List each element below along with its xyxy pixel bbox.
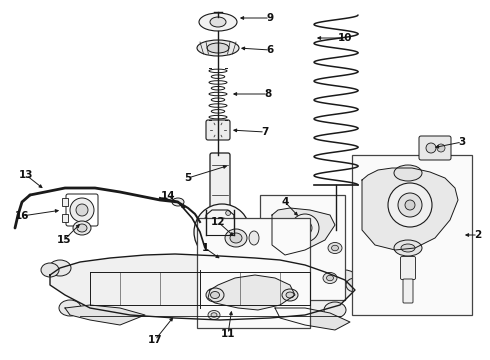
- Text: 3: 3: [458, 137, 466, 147]
- FancyBboxPatch shape: [400, 256, 416, 279]
- Ellipse shape: [77, 224, 87, 232]
- Text: 17: 17: [147, 335, 162, 345]
- Ellipse shape: [276, 275, 284, 281]
- Circle shape: [426, 143, 436, 153]
- Text: 8: 8: [265, 89, 271, 99]
- Bar: [62, 214, 68, 222]
- Circle shape: [203, 241, 208, 246]
- Ellipse shape: [272, 245, 279, 251]
- Circle shape: [405, 200, 415, 210]
- Circle shape: [226, 248, 231, 253]
- Ellipse shape: [249, 231, 259, 245]
- Ellipse shape: [211, 292, 220, 298]
- Polygon shape: [65, 305, 145, 325]
- Circle shape: [208, 218, 236, 246]
- Text: 12: 12: [211, 217, 225, 227]
- Ellipse shape: [59, 300, 81, 316]
- Ellipse shape: [286, 292, 294, 298]
- Bar: [260, 195, 345, 300]
- Circle shape: [226, 211, 231, 216]
- Text: 14: 14: [161, 191, 175, 201]
- Ellipse shape: [49, 260, 71, 276]
- Circle shape: [398, 193, 422, 217]
- Ellipse shape: [269, 243, 283, 253]
- Ellipse shape: [197, 40, 239, 56]
- Circle shape: [291, 214, 319, 242]
- Text: 9: 9: [267, 13, 273, 23]
- Ellipse shape: [172, 198, 184, 206]
- Ellipse shape: [326, 275, 334, 281]
- Text: 7: 7: [261, 127, 269, 137]
- Ellipse shape: [73, 221, 91, 235]
- Ellipse shape: [273, 273, 287, 284]
- Ellipse shape: [225, 229, 247, 247]
- Text: 4: 4: [281, 197, 289, 207]
- Polygon shape: [272, 208, 335, 255]
- FancyBboxPatch shape: [419, 136, 451, 160]
- Text: 13: 13: [19, 170, 33, 180]
- Circle shape: [203, 218, 208, 223]
- Ellipse shape: [230, 233, 242, 243]
- Circle shape: [240, 230, 245, 234]
- Text: 11: 11: [221, 329, 235, 339]
- Ellipse shape: [324, 302, 346, 318]
- Polygon shape: [275, 308, 350, 330]
- Circle shape: [194, 204, 250, 260]
- Ellipse shape: [332, 245, 339, 251]
- Ellipse shape: [346, 278, 364, 292]
- Polygon shape: [362, 168, 458, 250]
- Ellipse shape: [282, 289, 298, 301]
- Ellipse shape: [334, 270, 356, 286]
- Bar: [62, 198, 68, 206]
- Circle shape: [298, 221, 312, 235]
- Text: 10: 10: [338, 33, 352, 43]
- Circle shape: [388, 183, 432, 227]
- Ellipse shape: [328, 243, 342, 253]
- Ellipse shape: [394, 240, 422, 256]
- Circle shape: [76, 204, 88, 216]
- Ellipse shape: [41, 263, 59, 277]
- Polygon shape: [206, 210, 234, 218]
- Ellipse shape: [323, 273, 337, 284]
- Polygon shape: [50, 254, 355, 320]
- FancyBboxPatch shape: [206, 120, 230, 140]
- Text: 2: 2: [474, 230, 482, 240]
- Ellipse shape: [394, 165, 422, 181]
- Text: 15: 15: [57, 235, 71, 245]
- Text: 16: 16: [15, 211, 29, 221]
- Ellipse shape: [206, 288, 224, 302]
- Ellipse shape: [211, 313, 217, 317]
- Circle shape: [216, 226, 228, 238]
- Circle shape: [437, 144, 445, 152]
- Ellipse shape: [208, 310, 220, 320]
- Circle shape: [70, 198, 94, 222]
- FancyBboxPatch shape: [403, 279, 413, 303]
- Ellipse shape: [199, 13, 237, 31]
- Text: 6: 6: [267, 45, 273, 55]
- Text: 5: 5: [184, 173, 192, 183]
- Bar: [197, 218, 310, 328]
- Text: 1: 1: [201, 243, 209, 253]
- FancyBboxPatch shape: [210, 153, 230, 212]
- Polygon shape: [208, 275, 295, 310]
- Ellipse shape: [199, 244, 211, 252]
- Ellipse shape: [401, 244, 415, 252]
- Ellipse shape: [210, 17, 226, 27]
- Ellipse shape: [207, 43, 229, 53]
- Bar: [352, 155, 472, 315]
